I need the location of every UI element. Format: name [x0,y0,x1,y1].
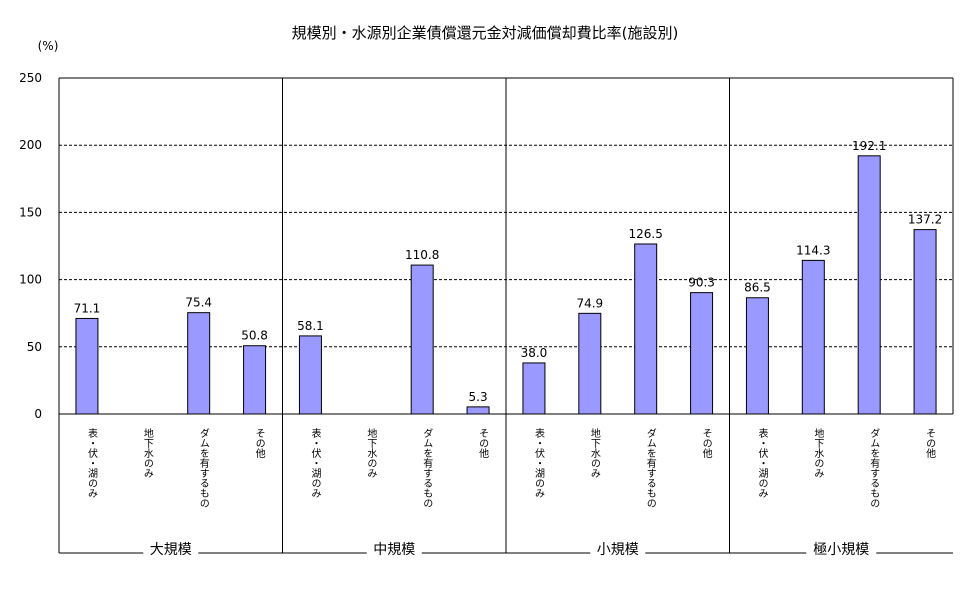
category-label: 地下水のみ [141,427,153,478]
category-label: ダムを有するもの [868,428,880,508]
category-label: 表・伏・湖のみ [85,427,97,498]
bar [243,345,267,415]
bar [187,312,211,415]
y-tick-label: 0 [34,407,42,421]
category-label: 表・伏・湖のみ [532,427,544,498]
y-tick-label: 100 [19,273,42,287]
bar [857,155,881,415]
data-label: 86.5 [744,281,771,295]
y-tick-label: 250 [19,71,42,85]
y-axis-unit: (%) [38,39,59,53]
category-label: その他 [253,428,265,459]
category-label: 表・伏・湖のみ [756,427,768,498]
bar [578,312,602,415]
group-label-bg [143,539,199,557]
data-label: 90.3 [688,276,715,290]
bar [634,243,658,415]
category-label: その他 [477,428,489,459]
chart-title: 規模別・水源別企業債償還元金対減価償却費比率(施設別) [292,24,679,42]
bar [410,264,434,415]
group-label-bg [366,539,422,557]
data-label: 74.9 [576,296,603,310]
category-label: 地下水のみ [812,427,824,478]
data-label: 110.8 [405,248,439,262]
data-label: 114.3 [796,243,830,257]
category-label: ダムを有するもの [197,428,209,508]
category-label: 地下水のみ [588,427,600,478]
bar [913,229,937,415]
y-tick-label: 200 [19,138,42,152]
bar [690,292,714,415]
group-label-bg [806,539,877,557]
category-label: その他 [700,428,712,459]
group-label: 中規模 [373,542,415,558]
bar [801,259,825,415]
data-label: 137.2 [908,213,942,227]
group-label: 大規模 [150,542,192,558]
bar [522,362,546,415]
category-label: ダムを有するもの [421,428,433,508]
group-label: 極小規模 [813,542,869,558]
bar [466,406,490,415]
group-label-bg [590,539,646,557]
plot-area: 0 50 100 150 200 250 大規模 71.1 表・伏・湖のみ 地下水のみ 75.4 ダム… [19,71,954,558]
data-label: 71.1 [74,301,101,315]
data-label: 58.1 [297,319,324,333]
y-tick-label: 150 [19,205,42,219]
data-label: 75.4 [185,296,212,310]
data-label: 126.5 [629,227,663,241]
data-label: 192.1 [852,139,886,153]
bar [75,317,99,415]
data-label: 5.3 [469,390,488,404]
category-label: その他 [924,428,936,459]
category-label: 表・伏・湖のみ [309,427,321,498]
y-tick-label: 50 [27,340,42,354]
category-label: 地下水のみ [365,427,377,478]
data-label: 50.8 [241,329,268,343]
group-label: 小規模 [597,542,639,558]
data-label: 38.0 [521,346,548,360]
bar [745,297,769,415]
bar [298,335,322,415]
category-label: ダムを有するもの [644,428,656,508]
